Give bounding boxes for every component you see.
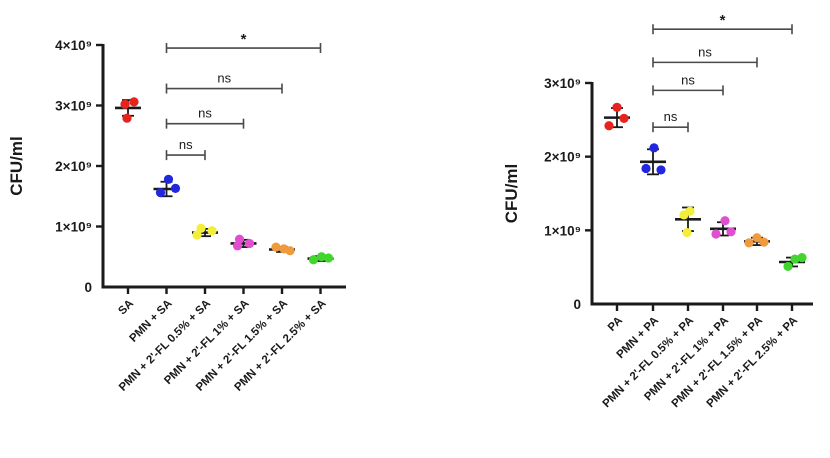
y-tick-label: 2×10⁹	[55, 159, 92, 174]
data-point	[790, 254, 800, 264]
data-point	[604, 121, 614, 131]
y-tick-label: 4×10⁹	[55, 38, 92, 53]
y-tick-label: 1×10⁹	[55, 220, 92, 235]
significance-label: ns	[198, 106, 212, 121]
data-point	[656, 165, 666, 175]
y-tick-label: 0	[84, 280, 92, 295]
significance-label: *	[241, 31, 247, 48]
data-point	[720, 216, 730, 226]
data-point	[797, 252, 807, 263]
data-point	[711, 229, 721, 239]
data-point	[196, 223, 206, 233]
data-point	[316, 252, 327, 262]
data-point	[682, 227, 692, 238]
y-tick-label: 0	[573, 297, 581, 312]
data-point	[783, 261, 793, 272]
significance-label: ns	[681, 72, 695, 87]
data-point	[679, 210, 689, 220]
data-point	[759, 237, 769, 247]
data-point	[612, 102, 622, 112]
significance-label: ns	[664, 109, 678, 124]
y-tick-label: 3×10⁹	[544, 76, 581, 91]
data-point	[649, 143, 659, 153]
data-point	[207, 226, 217, 236]
significance-label: ns	[217, 71, 231, 86]
x-category-label: PA	[606, 315, 625, 334]
y-axis-title: CFU/ml	[502, 164, 521, 224]
y-tick-label: 2×10⁹	[544, 150, 581, 165]
y-tick-label: 3×10⁹	[55, 99, 92, 114]
significance-label: *	[720, 12, 726, 29]
data-point	[170, 183, 181, 193]
data-point	[232, 241, 243, 251]
y-axis-title: CFU/ml	[7, 136, 26, 196]
y-tick-label: 1×10⁹	[544, 223, 581, 238]
data-point	[120, 99, 130, 109]
data-point	[323, 253, 334, 263]
data-point	[244, 238, 255, 249]
data-point	[726, 227, 736, 237]
data-point	[129, 97, 139, 107]
significance-label: ns	[179, 137, 193, 152]
data-point	[752, 233, 762, 243]
data-point	[271, 242, 281, 252]
data-point	[308, 255, 319, 265]
data-point	[192, 230, 202, 240]
x-category-label: SA	[116, 298, 136, 318]
data-point	[744, 238, 754, 248]
data-point	[155, 188, 166, 198]
data-point	[619, 113, 629, 123]
data-point	[163, 174, 174, 184]
data-point	[122, 113, 132, 123]
data-point	[641, 163, 651, 174]
data-point	[285, 246, 295, 256]
significance-label: ns	[698, 44, 712, 59]
